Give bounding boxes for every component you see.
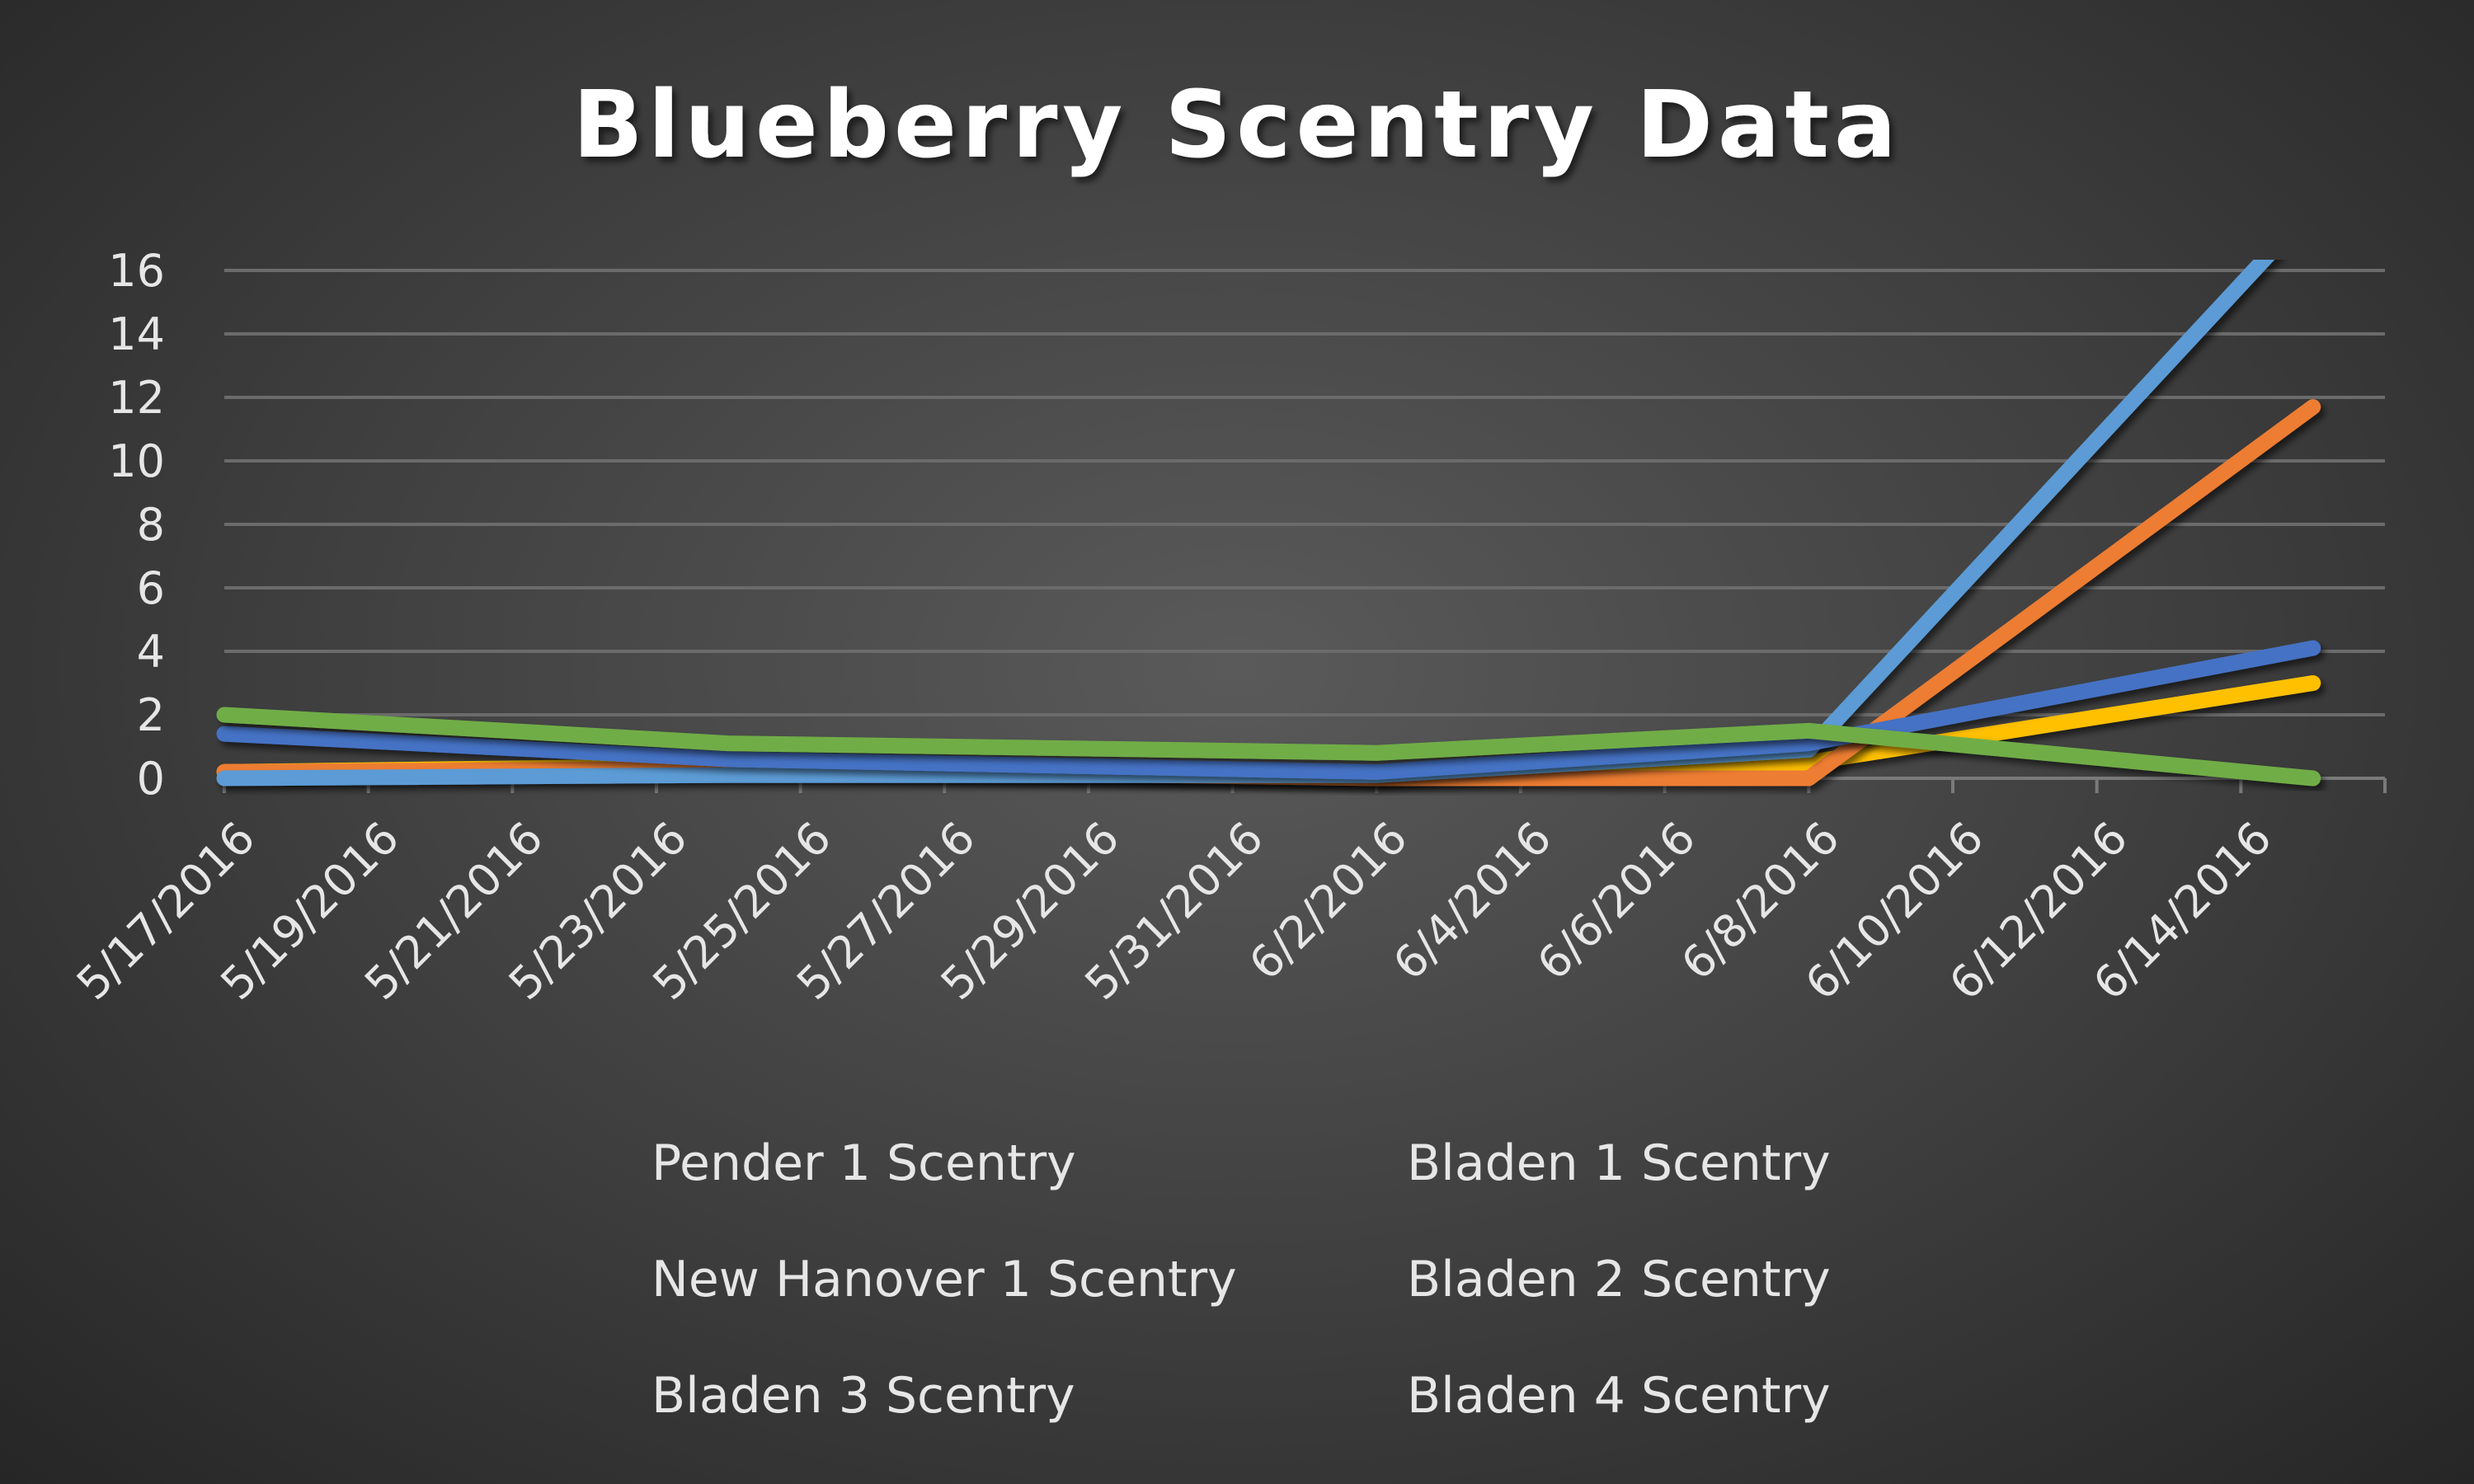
axes: 02468101214165/17/20165/19/20165/21/2016… — [67, 245, 2387, 1010]
y-tick-label: 8 — [137, 499, 165, 551]
legend: Pender 1 Scentry Bladen 1 Scentry New Hano… — [505, 1134, 1831, 1425]
legend-item: Bladen 3 Scentry — [505, 1367, 1075, 1425]
chart-title: Blueberry Scentry Data — [572, 72, 1901, 179]
legend-label: Bladen 3 Scentry — [651, 1367, 1075, 1425]
series-line — [216, 399, 2321, 787]
legend-item: Bladen 4 Scentry — [1260, 1367, 1831, 1425]
legend-item: New Hanover 1 Scentry — [505, 1251, 1237, 1308]
series-line — [216, 707, 2321, 787]
y-tick-label: 6 — [137, 562, 165, 614]
legend-item: Bladen 2 Scentry — [1260, 1251, 1831, 1308]
legend-item: Pender 1 Scentry — [505, 1134, 1076, 1192]
legend-label: Bladen 4 Scentry — [1407, 1367, 1831, 1425]
series-line — [216, 640, 2321, 780]
x-tick-label: 6/4/2016 — [1383, 812, 1561, 990]
y-tick-label: 14 — [108, 308, 165, 360]
y-tick-label: 0 — [137, 753, 165, 805]
y-tick-label: 4 — [137, 626, 165, 678]
y-tick-label: 12 — [108, 372, 165, 424]
x-tick-label: 6/6/2016 — [1527, 812, 1705, 990]
legend-label: New Hanover 1 Scentry — [651, 1251, 1237, 1308]
x-tick-label: 6/2/2016 — [1239, 812, 1417, 990]
y-tick-label: 16 — [108, 245, 165, 297]
legend-item: Bladen 1 Scentry — [1260, 1134, 1831, 1192]
legend-label: Bladen 1 Scentry — [1407, 1134, 1831, 1192]
legend-label: Bladen 2 Scentry — [1407, 1251, 1831, 1308]
gridlines — [224, 269, 2385, 716]
legend-label: Pender 1 Scentry — [651, 1134, 1076, 1192]
y-tick-label: 10 — [108, 435, 165, 487]
y-tick-label: 2 — [137, 689, 165, 741]
series-line — [216, 260, 2275, 787]
series-lines — [216, 260, 2321, 787]
